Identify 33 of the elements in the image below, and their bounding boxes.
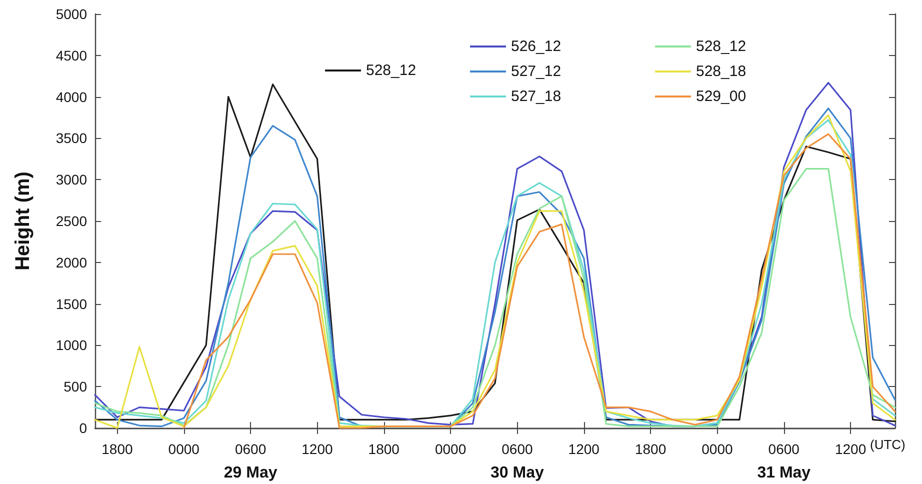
x-tick-label: 1800 <box>102 441 133 457</box>
y-axis-title: Height (m) <box>12 172 34 270</box>
legend-label: 528_12 <box>696 38 746 55</box>
y-tick-label: 2500 <box>56 213 88 229</box>
x-tick-label: 0000 <box>168 441 200 457</box>
x-tick-label: 0600 30 May <box>490 441 544 482</box>
y-tick-label: 4000 <box>56 88 88 105</box>
x-tick-label: 1200 <box>302 441 333 457</box>
legend-label: 527_12 <box>511 63 562 80</box>
line-series <box>183 133 896 429</box>
y-tick-label: 4500 <box>56 47 88 64</box>
y-tick-label: 2000 <box>56 254 88 270</box>
x-axis-title: (UTC) <box>870 437 906 452</box>
x-tick-label: 0600 31 May <box>757 441 811 482</box>
y-tick-label: 1000 <box>56 337 88 354</box>
legend-label: 529_00 <box>696 88 746 105</box>
x-tick-label: 1200 <box>834 441 866 457</box>
legend-label: 527_18 <box>511 88 562 105</box>
x-tick-label: 0000 <box>702 441 734 457</box>
legend-label: 528_12 <box>366 62 416 79</box>
y-tick-label: 5000 <box>56 6 88 22</box>
legend-label: 526_12 <box>511 38 562 55</box>
y-tick-label: 500 <box>64 378 88 395</box>
y-tick-label: 1500 <box>56 296 88 312</box>
x-tick-label: 1200 <box>568 441 600 457</box>
x-tick-label: 0000 <box>434 441 466 457</box>
y-tick-label: 3500 <box>56 130 88 146</box>
x-tick-label: 0600 29 May <box>224 441 278 482</box>
x-tick-label: 1800 <box>634 441 666 457</box>
y-tick-label: 3000 <box>56 172 88 188</box>
y-tick-label: 0 <box>79 420 88 436</box>
legend-label: 528_18 <box>696 63 746 80</box>
x-tick-label: 1800 <box>368 441 400 457</box>
